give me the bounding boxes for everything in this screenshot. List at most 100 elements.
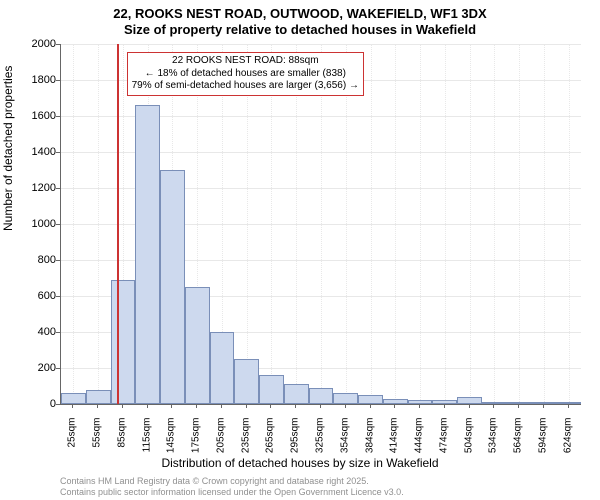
x-tick-mark [171,404,172,408]
y-tick-mark [56,224,60,225]
x-tick-label: 235sqm [240,418,251,468]
y-tick-mark [56,80,60,81]
x-tick-label: 295sqm [290,418,301,468]
gridline-v [296,44,297,404]
y-tick-label: 1600 [16,110,56,122]
histogram-bar [61,393,86,404]
plot-area: 22 ROOKS NEST ROAD: 88sqm← 18% of detach… [60,44,581,405]
x-tick-label: 205sqm [215,418,226,468]
y-tick-mark [56,188,60,189]
x-tick-mark [221,404,222,408]
x-tick-mark [419,404,420,408]
callout-line1: 22 ROOKS NEST ROAD: 88sqm [132,55,359,68]
histogram-bar [432,400,457,404]
histogram-bar [86,390,111,404]
histogram-bar [160,170,185,404]
x-tick-mark [320,404,321,408]
y-tick-label: 600 [16,290,56,302]
marker-line [117,44,119,404]
x-tick-mark [345,404,346,408]
gridline-v [395,44,396,404]
histogram-bar [284,384,309,404]
y-tick-label: 1000 [16,218,56,230]
x-tick-label: 85sqm [116,418,127,468]
y-tick-label: 200 [16,362,56,374]
x-tick-mark [196,404,197,408]
x-tick-label: 504sqm [463,418,474,468]
histogram-bar [259,375,284,404]
x-tick-mark [270,404,271,408]
gridline-v [371,44,372,404]
histogram-bar [556,402,581,404]
x-tick-mark [469,404,470,408]
gridline-v [519,44,520,404]
x-tick-label: 624sqm [562,418,573,468]
x-tick-label: 594sqm [537,418,548,468]
histogram-bar [358,395,383,404]
y-tick-mark [56,152,60,153]
gridline-v [271,44,272,404]
x-tick-mark [543,404,544,408]
y-tick-label: 2000 [16,38,56,50]
y-tick-mark [56,44,60,45]
x-tick-label: 354sqm [339,418,350,468]
attribution-line2: Contains public sector information licen… [60,487,404,498]
histogram-bar [210,332,235,404]
x-tick-label: 534sqm [488,418,499,468]
histogram-bar [457,397,482,404]
y-tick-label: 800 [16,254,56,266]
y-tick-mark [56,260,60,261]
gridline-v [445,44,446,404]
histogram-bar [531,402,556,404]
x-tick-mark [246,404,247,408]
histogram-bar [135,105,160,404]
gridline-v [98,44,99,404]
histogram-bar [111,280,136,404]
x-tick-mark [493,404,494,408]
x-tick-label: 265sqm [265,418,276,468]
y-tick-mark [56,368,60,369]
histogram-bar [234,359,259,404]
x-tick-label: 25sqm [67,418,78,468]
x-tick-mark [147,404,148,408]
y-tick-label: 400 [16,326,56,338]
gridline-v [247,44,248,404]
gridline-v [420,44,421,404]
chart-subtitle: Size of property relative to detached ho… [0,22,600,38]
chart-title: 22, ROOKS NEST ROAD, OUTWOOD, WAKEFIELD,… [0,0,600,22]
histogram-bar [185,287,210,404]
y-tick-mark [56,116,60,117]
x-tick-mark [72,404,73,408]
x-tick-mark [370,404,371,408]
chart-container: 22, ROOKS NEST ROAD, OUTWOOD, WAKEFIELD,… [0,0,600,500]
x-tick-mark [518,404,519,408]
x-tick-label: 474sqm [438,418,449,468]
x-tick-mark [568,404,569,408]
callout-line3: 79% of semi-detached houses are larger (… [132,80,359,93]
y-tick-mark [56,332,60,333]
y-axis-label: Number of detached properties [1,66,15,231]
y-tick-label: 1800 [16,74,56,86]
x-tick-label: 145sqm [166,418,177,468]
attribution-line1: Contains HM Land Registry data © Crown c… [60,476,404,487]
gridline-v [494,44,495,404]
x-tick-label: 55sqm [92,418,103,468]
callout-box: 22 ROOKS NEST ROAD: 88sqm← 18% of detach… [127,52,364,96]
y-tick-label: 0 [16,398,56,410]
x-tick-mark [444,404,445,408]
callout-line2: ← 18% of detached houses are smaller (83… [132,68,359,81]
x-tick-label: 564sqm [513,418,524,468]
x-tick-label: 384sqm [364,418,375,468]
x-tick-label: 414sqm [389,418,400,468]
x-tick-label: 115sqm [141,418,152,468]
y-tick-mark [56,296,60,297]
y-tick-label: 1400 [16,146,56,158]
y-tick-label: 1200 [16,182,56,194]
x-tick-label: 444sqm [414,418,425,468]
x-tick-label: 175sqm [191,418,202,468]
gridline-v [346,44,347,404]
x-tick-mark [122,404,123,408]
attribution: Contains HM Land Registry data © Crown c… [60,476,404,498]
histogram-bar [309,388,334,404]
gridline-v [73,44,74,404]
